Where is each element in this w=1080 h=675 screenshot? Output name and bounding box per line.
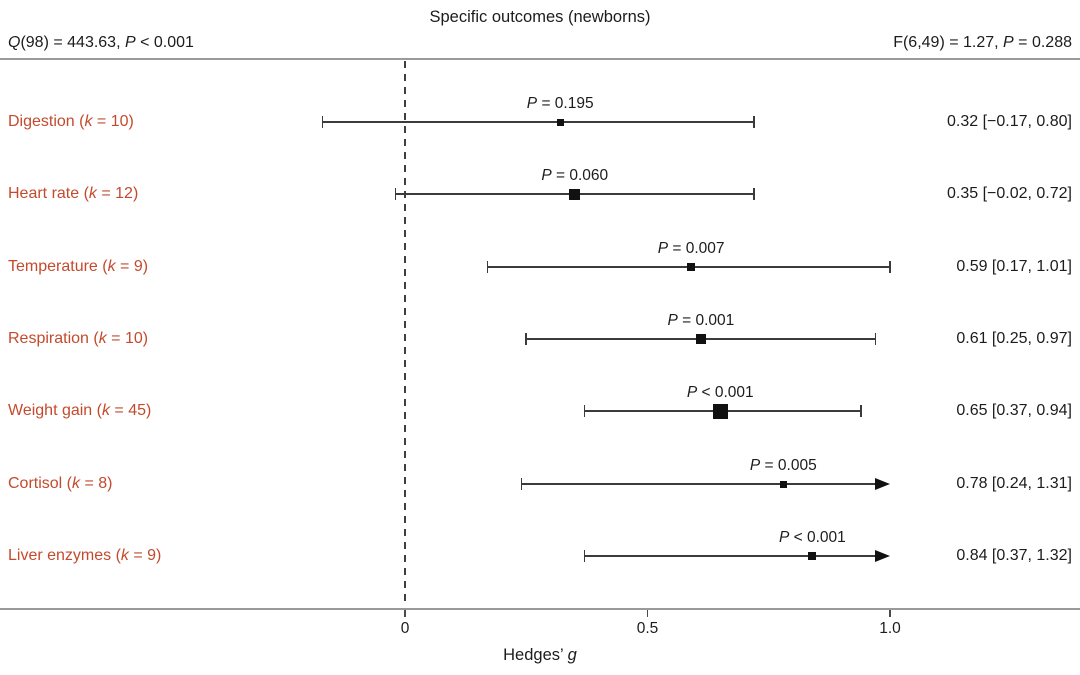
outcome-label: Respiration (k = 10) — [8, 330, 149, 347]
outcome-label: Heart rate (k = 12) — [8, 185, 139, 202]
outcome-label: Weight gain (k = 45) — [8, 402, 152, 419]
ci-cap-lower — [520, 478, 523, 490]
p-value-label: P = 0.060 — [541, 167, 609, 184]
ci-line — [322, 121, 755, 123]
p-value-label: P < 0.001 — [686, 384, 754, 401]
x-tick — [404, 610, 406, 617]
outcome-label: Cortisol (k = 8) — [8, 475, 113, 492]
effect-marker — [569, 188, 581, 200]
x-tick — [646, 610, 649, 617]
p-value-label: P = 0.195 — [526, 95, 594, 112]
effect-marker — [808, 552, 817, 560]
chart-title: Specific outcomes (newborns) — [429, 8, 651, 26]
ci-cap-lower — [583, 550, 586, 562]
zero-reference-line — [404, 61, 406, 607]
moderator-stat: F(6,49) = 1.27, P = 0.288 — [893, 34, 1072, 51]
x-axis-line — [0, 608, 1080, 610]
effect-marker — [687, 263, 696, 271]
effect-marker — [779, 480, 787, 488]
estimate-label: 0.65 [0.37, 0.94] — [956, 402, 1072, 419]
p-value-label: P < 0.001 — [778, 529, 846, 546]
ci-cap-lower — [321, 116, 324, 128]
estimate-label: 0.84 [0.37, 1.32] — [956, 547, 1072, 564]
outcome-label: Liver enzymes (k = 9) — [8, 547, 162, 564]
outcome-label: Digestion (k = 10) — [8, 113, 134, 130]
p-value-label: P = 0.007 — [657, 240, 725, 257]
ci-cap-upper — [889, 261, 891, 273]
p-value-label: P = 0.001 — [667, 312, 735, 329]
effect-marker — [712, 403, 728, 419]
ci-line — [584, 555, 877, 557]
estimate-label: 0.78 [0.24, 1.31] — [956, 475, 1072, 492]
p-value-label: P = 0.005 — [749, 457, 817, 474]
effect-marker — [556, 118, 564, 126]
x-tick-label: 1.0 — [879, 620, 901, 637]
ci-cap-lower — [486, 261, 489, 273]
arrow-right-icon — [875, 478, 890, 490]
x-tick-label: 0.5 — [636, 620, 659, 637]
arrow-right-icon — [875, 550, 890, 562]
ci-cap-upper — [753, 116, 756, 128]
heterogeneity-stat: Q(98) = 443.63, P < 0.001 — [8, 34, 194, 51]
ci-cap-lower — [525, 333, 528, 345]
header-divider — [0, 58, 1080, 60]
ci-cap-upper — [753, 188, 756, 200]
estimate-label: 0.35 [−0.02, 0.72] — [947, 185, 1072, 202]
ci-line — [521, 483, 877, 485]
ci-cap-lower — [583, 405, 586, 417]
ci-cap-upper — [860, 405, 862, 417]
x-tick-label: 0 — [400, 620, 410, 637]
estimate-label: 0.61 [0.25, 0.97] — [956, 330, 1072, 347]
effect-marker — [695, 334, 706, 344]
estimate-label: 0.32 [−0.17, 0.80] — [947, 113, 1072, 130]
estimate-label: 0.59 [0.17, 1.01] — [956, 258, 1072, 275]
ci-cap-upper — [874, 333, 877, 345]
x-tick — [889, 610, 891, 617]
x-axis-title: Hedges’ g — [503, 646, 577, 664]
ci-cap-lower — [394, 188, 397, 200]
outcome-label: Temperature (k = 9) — [8, 258, 149, 275]
